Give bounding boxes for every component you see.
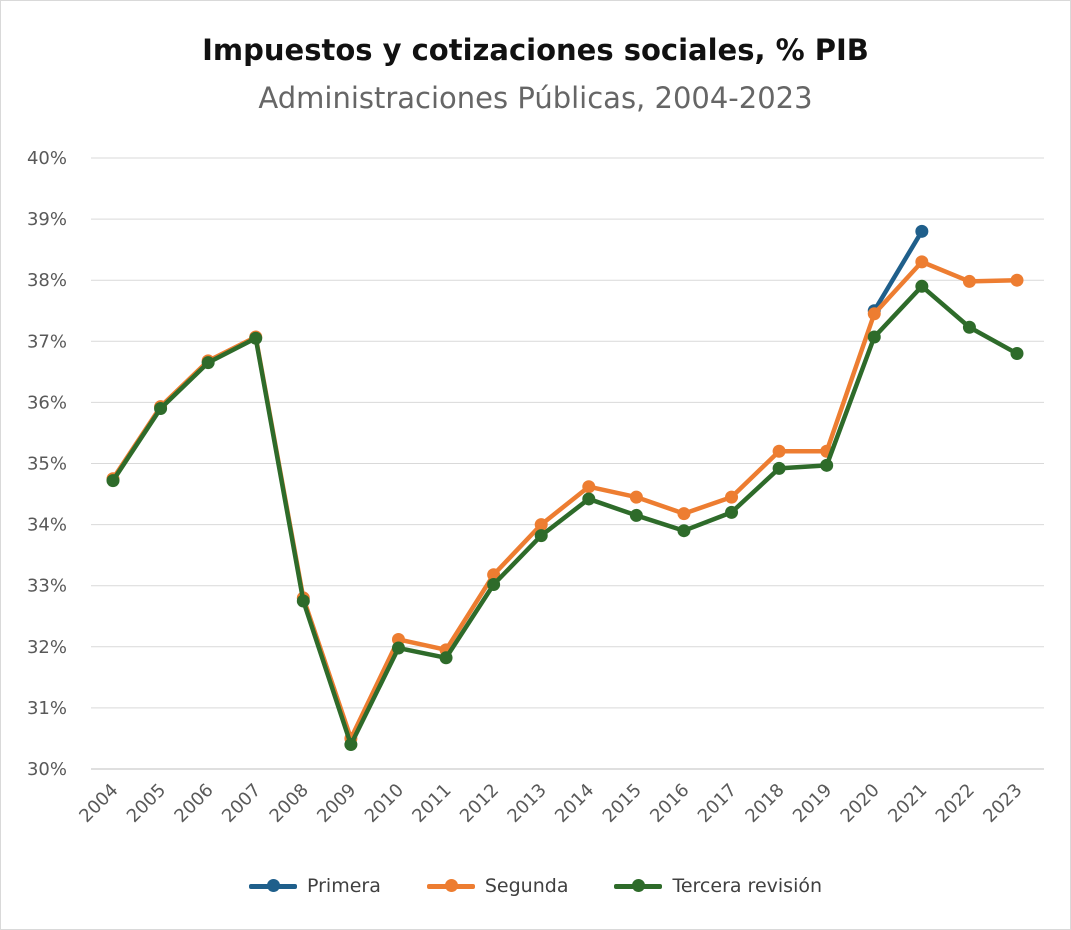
x-tick-label: 2013: [504, 780, 551, 827]
y-tick-label: 39%: [27, 209, 67, 230]
series-1: [867, 224, 929, 318]
y-tick-label: 33%: [27, 576, 67, 597]
x-tick-label: 2007: [218, 780, 265, 827]
data-point: [725, 490, 739, 504]
y-tick-label: 37%: [27, 331, 67, 352]
legend-item: Tercera revisión: [614, 875, 822, 897]
x-tick-label: 2023: [979, 780, 1026, 827]
chart-subtitle: Administraciones Públicas, 2004-2023: [258, 81, 813, 115]
data-point: [106, 474, 120, 488]
series-lines: [106, 224, 1024, 752]
data-point: [201, 356, 215, 370]
data-point: [867, 330, 881, 344]
data-point: [725, 505, 739, 519]
data-point: [1010, 273, 1024, 287]
x-tick-label: 2005: [123, 780, 170, 827]
series-line: [110, 284, 1020, 747]
x-tick-label: 2019: [789, 780, 836, 827]
y-tick-label: 36%: [27, 392, 67, 413]
x-tick-label: 2021: [884, 780, 931, 827]
x-tick-label: 2016: [646, 780, 693, 827]
x-tick-label: 2017: [694, 780, 741, 827]
x-tick-label: 2004: [75, 780, 122, 827]
y-tick-label: 35%: [27, 454, 67, 475]
y-tick-label: 32%: [27, 637, 67, 658]
chart-title: Impuestos y cotizaciones sociales, % PIB: [202, 33, 869, 67]
data-point: [582, 480, 596, 494]
data-point: [867, 307, 881, 321]
data-point: [487, 577, 501, 591]
y-tick-label: 38%: [27, 270, 67, 291]
x-tick-label: 2010: [361, 780, 408, 827]
data-point: [439, 651, 453, 665]
data-point: [915, 279, 929, 293]
data-point: [249, 331, 263, 345]
data-point: [154, 402, 168, 416]
x-tick-label: 2008: [266, 780, 313, 827]
series-line: [872, 229, 925, 313]
legend-swatch: [248, 878, 297, 892]
x-tick-label: 2012: [456, 780, 503, 827]
data-point: [677, 507, 691, 521]
legend: Primera Segunda Tercera revisión: [1, 875, 1070, 897]
x-tick-label: 2015: [599, 780, 646, 827]
x-tick-label: 2011: [408, 780, 455, 827]
legend-label: Segunda: [484, 875, 569, 897]
data-point: [629, 508, 643, 522]
data-point: [962, 274, 976, 288]
legend-item: Primera: [248, 875, 381, 897]
x-tick-label: 2006: [170, 780, 217, 827]
data-point: [677, 524, 691, 538]
series-3: [106, 279, 1024, 752]
data-point: [534, 529, 548, 543]
legend-item: Segunda: [426, 875, 569, 897]
legend-swatch: [426, 878, 475, 892]
line-chart: 30%31%32%33%34%35%36%37%38%39%40% 2004 20…: [27, 148, 1044, 827]
gridlines: [91, 157, 1044, 770]
x-tick-label: 2009: [313, 780, 360, 827]
series-line: [110, 259, 1020, 741]
legend-swatch: [614, 878, 663, 892]
x-axis-ticks: 2004 2005 2006 2007 2008 2009 2010 2011 2012 2013…: [75, 780, 1026, 827]
y-tick-label: 30%: [27, 759, 67, 780]
data-point: [772, 461, 786, 475]
data-point: [391, 641, 405, 655]
y-tick-label: 34%: [27, 515, 67, 536]
legend-label: Tercera revisión: [672, 875, 823, 897]
x-tick-label: 2018: [741, 780, 788, 827]
data-point: [1010, 347, 1024, 361]
x-tick-label: 2020: [837, 780, 884, 827]
legend-label: Primera: [306, 875, 381, 897]
data-point: [534, 518, 548, 532]
y-tick-label: 40%: [27, 148, 67, 169]
y-axis-ticks: 30% 31% 32% 33% 34% 35% 36% 37% 38% 39% 40%: [27, 148, 67, 780]
data-point: [582, 492, 596, 506]
data-point: [772, 444, 786, 458]
data-point: [915, 255, 929, 269]
data-point: [296, 594, 310, 608]
x-tick-label: 2022: [932, 780, 979, 827]
data-point: [629, 490, 643, 504]
data-point: [915, 224, 929, 238]
data-point: [344, 738, 358, 752]
x-tick-label: 2014: [551, 780, 598, 827]
data-point: [820, 458, 834, 472]
data-point: [962, 320, 976, 334]
series-2: [106, 255, 1024, 745]
y-tick-label: 31%: [27, 698, 67, 719]
